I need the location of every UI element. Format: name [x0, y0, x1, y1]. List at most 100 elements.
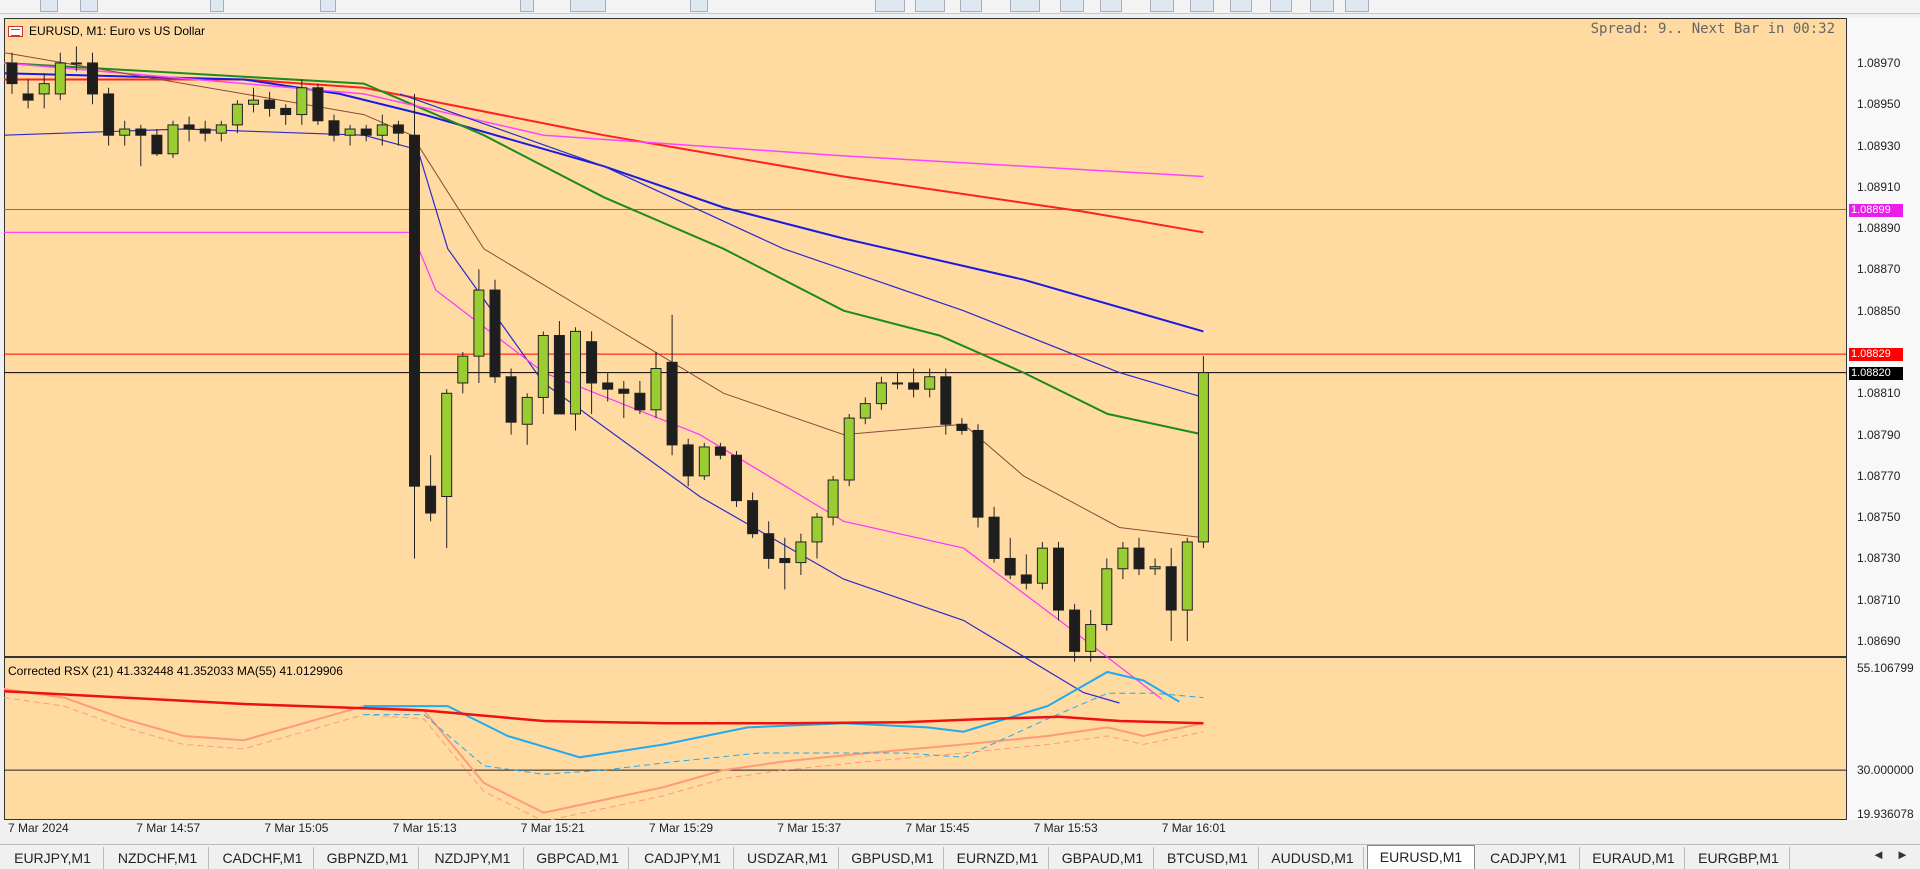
candle-body-18 [296, 87, 308, 116]
price-axis-label: 1.08790 [1857, 427, 1901, 442]
symbol-tab[interactable]: GBPNZD,M1 [317, 847, 419, 869]
toolbar-button[interactable] [1010, 0, 1040, 12]
chart-svg[interactable] [4, 18, 1846, 820]
candle-body-32 [521, 396, 533, 425]
candle-body-31 [505, 376, 517, 423]
indicator-axis-label: 30.000000 [1857, 763, 1914, 778]
symbol-tab[interactable]: GBPCAD,M1 [527, 847, 629, 869]
candle-body-68 [1101, 568, 1113, 626]
toolbar-button[interactable] [1100, 0, 1122, 12]
candle-body-67 [1085, 624, 1097, 652]
candle-body-39 [634, 392, 646, 411]
candle-body-58 [940, 376, 952, 425]
rsx-salmon-dash-line [4, 697, 1204, 820]
toolbar-button[interactable] [1270, 0, 1292, 12]
candle-body-65 [1053, 547, 1064, 611]
toolbar-button[interactable] [1150, 0, 1174, 12]
time-axis-label: 7 Mar 15:21 [520, 821, 585, 835]
candle-body-28 [457, 355, 469, 384]
symbol-tab[interactable]: CADJPY,M1 [632, 847, 734, 869]
candle-body-43 [698, 446, 710, 477]
candle-body-64 [1036, 547, 1048, 584]
time-axis-label: 7 Mar 15:29 [649, 821, 714, 835]
toolbar-button[interactable] [1230, 0, 1252, 12]
toolbar-button[interactable] [1190, 0, 1214, 12]
chart-window[interactable] [4, 18, 1905, 820]
ma-line-4 [4, 128, 1120, 704]
toolbar-button[interactable] [1345, 0, 1369, 12]
symbol-tab[interactable]: NZDCHF,M1 [107, 847, 209, 869]
price-axis-label: 1.08910 [1857, 179, 1901, 194]
candle-body-63 [1020, 574, 1032, 584]
symbol-tab[interactable]: EURGBP,M1 [1688, 847, 1790, 869]
toolbar-button[interactable] [80, 0, 98, 12]
candle-body-22 [360, 128, 372, 136]
candle-body-49 [795, 541, 807, 564]
ma-line-6 [4, 231, 1162, 700]
symbol-tab[interactable]: CADCHF,M1 [212, 847, 314, 869]
chart-title: EURUSD, M1: Euro vs US Dollar [8, 24, 205, 38]
ma-line-3 [4, 62, 1204, 178]
candle-body-45 [731, 454, 742, 502]
candle-body-36 [586, 341, 598, 384]
symbol-tab[interactable]: AUDUSD,M1 [1262, 847, 1364, 869]
candle-body-44 [714, 446, 726, 456]
symbol-tab[interactable]: CADJPY,M1 [1478, 847, 1580, 869]
toolbar-button[interactable] [520, 0, 534, 12]
spread-info: Spread: 9.. Next Bar in 00:32 [1590, 21, 1835, 37]
price-tag: 1.08820 [1849, 366, 1903, 380]
symbol-tab[interactable]: GBPUSD,M1 [842, 847, 944, 869]
price-axis-label: 1.08710 [1857, 592, 1901, 607]
candle-body-53 [859, 403, 871, 419]
candle-body-26 [425, 485, 437, 514]
candle-body-9 [151, 134, 163, 155]
tab-prev-icon[interactable]: ◄ [1872, 847, 1885, 862]
candle-body-17 [280, 107, 292, 116]
ma-line-5 [399, 93, 1204, 398]
candle-body-50 [811, 516, 823, 543]
price-axis[interactable]: 1.08970 1.08950 1.08930 1.08910 1.08890 1.088… [1846, 18, 1920, 821]
candle-body-40 [650, 368, 662, 411]
toolbar-button[interactable] [1310, 0, 1334, 12]
candle-body-11 [183, 124, 195, 130]
candle-body-15 [248, 99, 259, 105]
symbol-tab[interactable]: EURUSD,M1 [1367, 845, 1475, 869]
toolbar-button[interactable] [690, 0, 708, 12]
tab-next-icon[interactable]: ► [1896, 847, 1909, 862]
symbol-tab[interactable]: BTCUSD,M1 [1157, 847, 1259, 869]
toolbar-button[interactable] [40, 0, 58, 12]
candle-body-54 [875, 382, 887, 405]
candle-body-16 [264, 99, 276, 109]
toolbar-button[interactable] [875, 0, 905, 12]
toolbar-button[interactable] [915, 0, 945, 12]
price-tag: 1.08899 [1849, 203, 1903, 217]
symbol-tab[interactable]: EURNZD,M1 [947, 847, 1049, 869]
candle-body-34 [553, 334, 565, 415]
chart-menu-icon[interactable] [8, 25, 23, 37]
candle-body-19 [312, 87, 324, 122]
toolbar-button[interactable] [570, 0, 606, 12]
candle-body-7 [119, 128, 131, 136]
toolbar-button[interactable] [1060, 0, 1084, 12]
candle-body-70 [1133, 547, 1145, 570]
symbol-tab[interactable]: USDZAR,M1 [737, 847, 839, 869]
candle-body-48 [779, 557, 791, 564]
candle-body-42 [682, 444, 694, 477]
candle-body-23 [376, 124, 388, 136]
toolbar-button[interactable] [210, 0, 224, 12]
toolbar-button[interactable] [320, 0, 336, 12]
candle-body-30 [489, 289, 501, 378]
symbol-tab[interactable]: EURAUD,M1 [1583, 847, 1685, 869]
ma-line-2 [4, 62, 1204, 436]
symbol-tab[interactable]: GBPAUD,M1 [1052, 847, 1154, 869]
candle-body-20 [328, 120, 340, 136]
toolbar-button[interactable] [960, 0, 982, 12]
price-axis-label: 1.08870 [1857, 262, 1901, 277]
symbol-tab[interactable]: EURJPY,M1 [2, 847, 104, 869]
time-axis-label: 7 Mar 15:05 [264, 821, 329, 835]
symbol-tab[interactable]: NZDJPY,M1 [422, 847, 524, 869]
chart-title-text: EURUSD, M1: Euro vs US Dollar [29, 24, 206, 38]
candle-body-73 [1181, 541, 1193, 611]
candle-body-57 [924, 376, 936, 390]
price-axis-label: 1.08930 [1857, 138, 1901, 153]
